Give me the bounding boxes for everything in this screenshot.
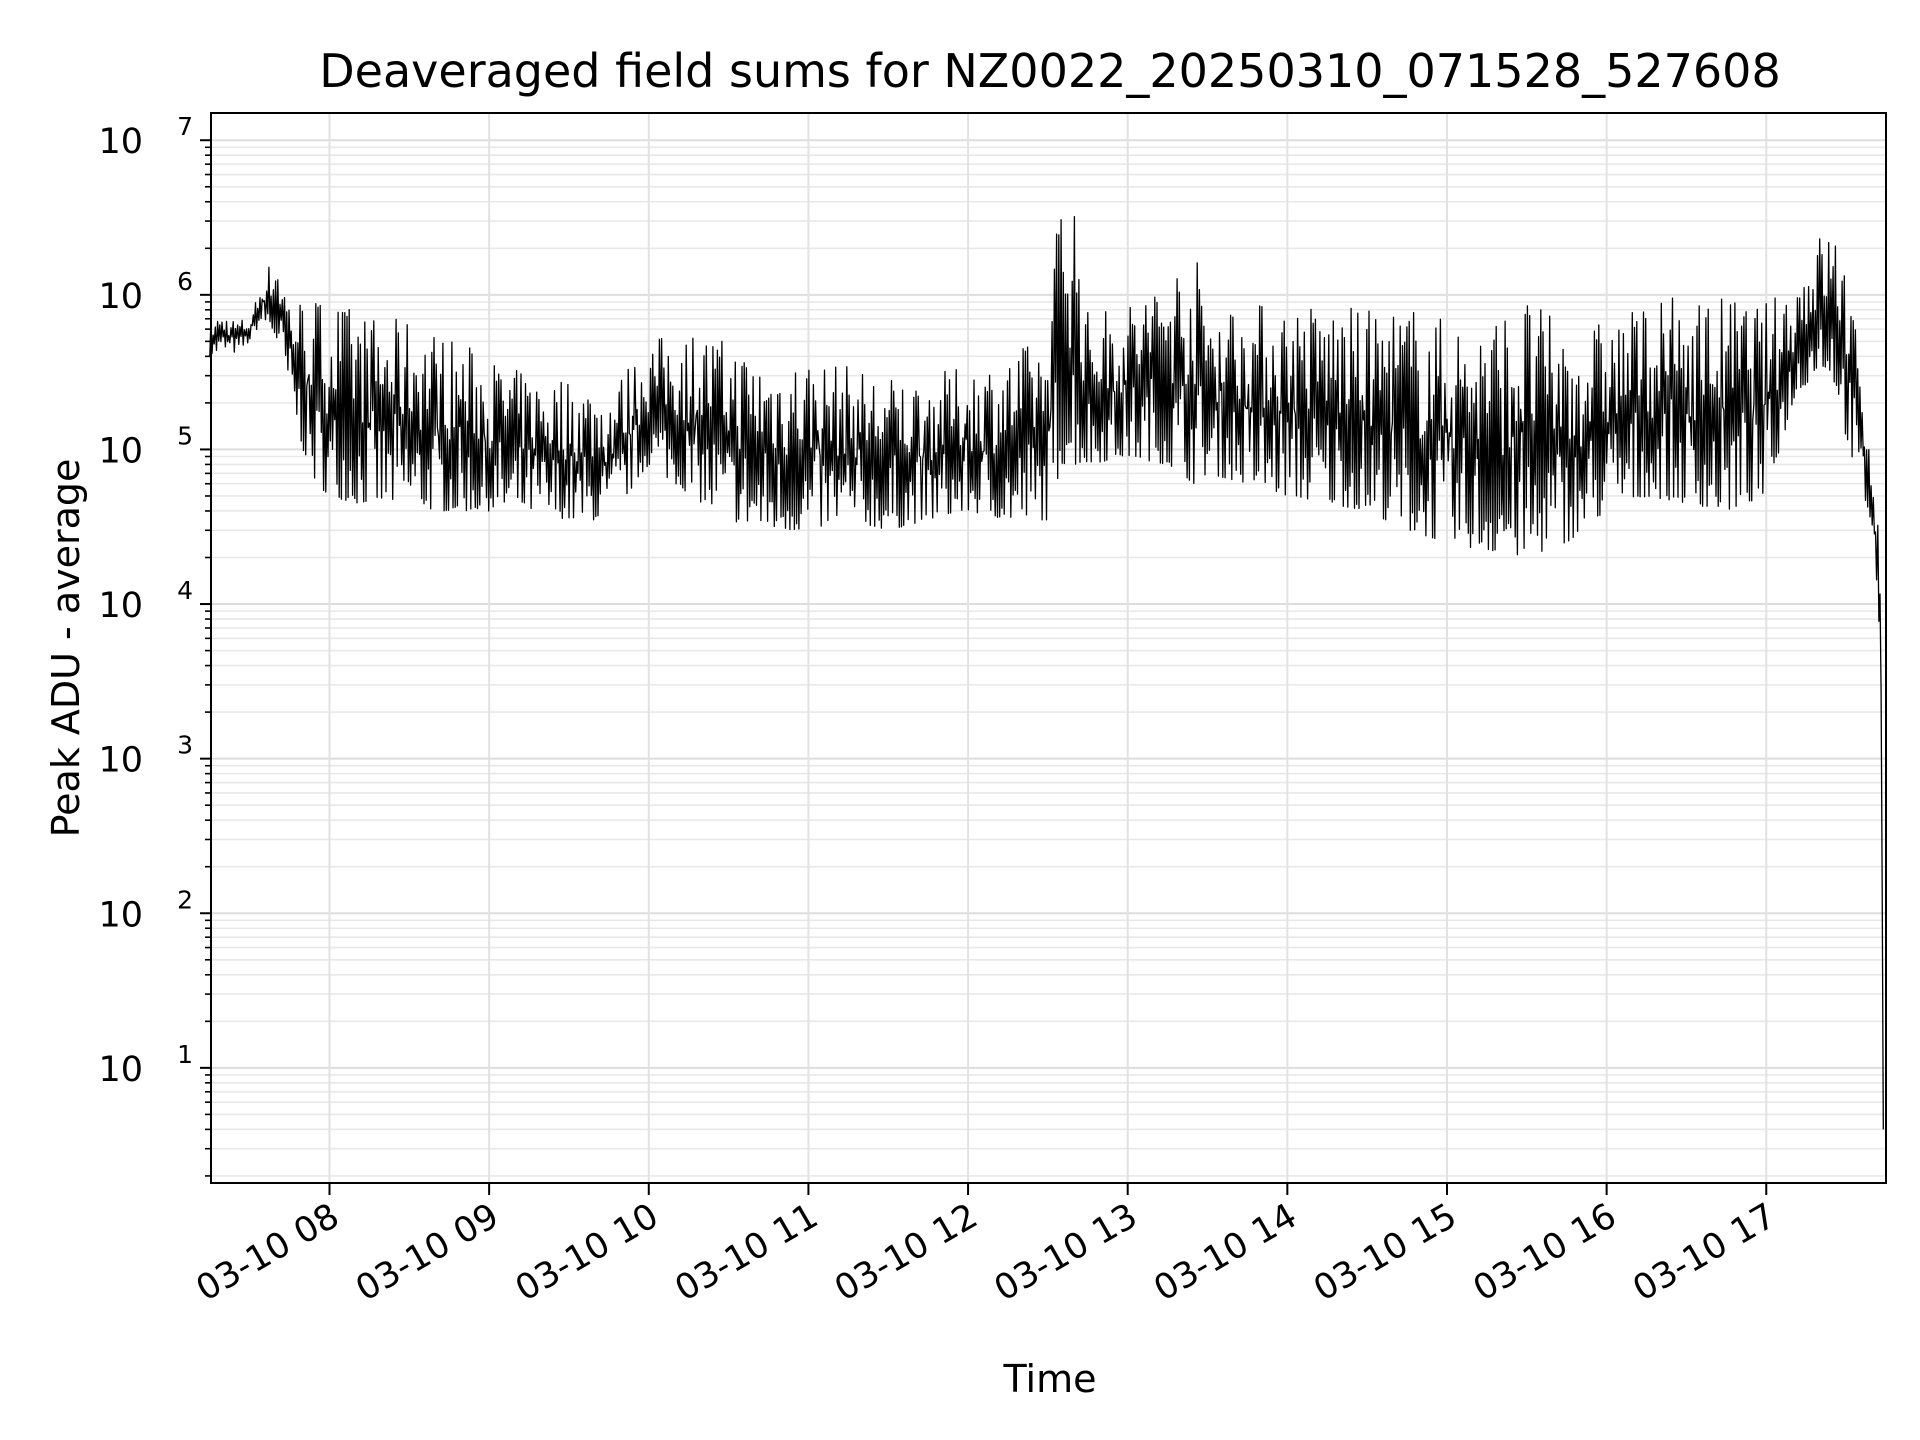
y-tick-base: 10 bbox=[98, 741, 143, 781]
y-tick-label: 10 bbox=[98, 122, 143, 162]
y-tick-exponent: 6 bbox=[177, 267, 193, 296]
y-tick-exponent: 2 bbox=[177, 885, 193, 914]
chart-title: Deaveraged field sums for NZ0022_2025031… bbox=[319, 44, 1780, 98]
x-axis-label: Time bbox=[1003, 1357, 1097, 1401]
y-tick-exponent: 3 bbox=[177, 731, 193, 760]
y-tick-label: 10 bbox=[98, 431, 143, 471]
y-tick-label: 10 bbox=[98, 741, 143, 781]
y-tick-exponent: 1 bbox=[177, 1040, 193, 1069]
y-axis-label: Peak ADU - average bbox=[44, 459, 88, 838]
y-tick-label: 10 bbox=[98, 586, 143, 626]
y-tick-label: 10 bbox=[98, 277, 143, 317]
y-tick-base: 10 bbox=[98, 431, 143, 471]
y-tick-exponent: 5 bbox=[177, 421, 193, 450]
y-tick-base: 10 bbox=[98, 1050, 143, 1090]
y-tick-label: 10 bbox=[98, 895, 143, 935]
grid-layer bbox=[211, 113, 1886, 1183]
y-tick-base: 10 bbox=[98, 277, 143, 317]
series-line bbox=[209, 215, 1884, 1130]
y-tick-base: 10 bbox=[98, 895, 143, 935]
y-tick-label: 10 bbox=[98, 1050, 143, 1090]
plot-layer bbox=[209, 215, 1884, 1130]
y-tick-exponent: 4 bbox=[177, 576, 193, 605]
y-tick-base: 10 bbox=[98, 122, 143, 162]
y-tick-base: 10 bbox=[98, 586, 143, 626]
plot-frame bbox=[210, 112, 1887, 1184]
y-tick-exponent: 7 bbox=[177, 112, 193, 141]
